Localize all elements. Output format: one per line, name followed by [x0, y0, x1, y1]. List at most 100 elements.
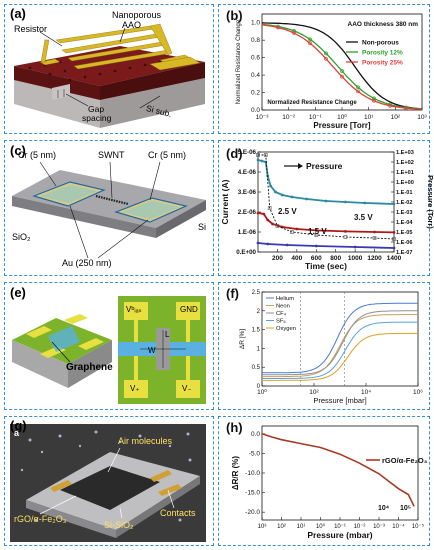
chart-d-series-1 — [257, 212, 395, 234]
chart-d-y2tick-label: 1.E-06 — [396, 240, 412, 246]
chart-d-point-2 — [266, 242, 270, 246]
chart-b-point-2 — [388, 103, 392, 108]
chart-f-series-4 — [262, 332, 418, 381]
chart-d-ytick-label: 3.E-06 — [238, 189, 257, 196]
chart-d-pressure-point — [256, 153, 260, 157]
chart-d: (d) 200 400 600 800 1000 1200 1400 0.E+00 1.E-06 2… — [220, 146, 434, 271]
chart-d-point-0 — [269, 184, 273, 188]
sio2-label: SiO₂ — [12, 232, 31, 242]
chart-h-xtick-label: 10⁰ — [316, 523, 326, 530]
length-label: L — [165, 330, 170, 339]
spacing-label: spacing — [82, 113, 112, 123]
chart-b-point-2 — [308, 41, 312, 46]
chart-b-point-2 — [372, 98, 376, 103]
chart-h-xtick-label: 10⁻¹ — [334, 524, 346, 530]
chart-f-ytick-label: 2.5 — [252, 290, 261, 296]
chart-h-xtick-label: 10⁻⁴ — [392, 523, 405, 530]
chart-b-annotation-thickness: AAO thickness 380 nm — [348, 21, 419, 28]
chart-b-xlabel: Pressure [Torr] — [313, 121, 371, 130]
chart-b-point-2 — [276, 25, 280, 30]
vminus-label: V₋ — [182, 384, 192, 393]
swnt-label: SWNT — [98, 150, 125, 160]
chart-b-legend-0: Non-porous — [362, 40, 399, 47]
chart-d-pressure-point — [372, 236, 377, 240]
chart-f-ytick-label: 0 — [257, 384, 261, 390]
chart-f-series-0 — [262, 302, 418, 374]
chart-b-series-1 — [261, 23, 423, 110]
chart-d-point-0 — [305, 197, 308, 201]
chart-d-pressure-point — [314, 233, 319, 237]
chart-d-pressure-point — [263, 153, 268, 157]
chart-d-annotation-2-5v: 2.5 V — [278, 207, 297, 216]
chart-d-ytick-label: 5.E-06 — [238, 149, 257, 156]
chart-b-legend-2: Porosity 25% — [362, 60, 403, 67]
cr-right-label: Cr (5 nm) — [148, 150, 186, 160]
si-label: Si — [198, 222, 207, 232]
chart-f-legend-2: CF₄ — [276, 311, 287, 317]
gap-label: Gap — [88, 104, 105, 114]
chart-d-xtick-label: 1000 — [348, 255, 363, 262]
chart-d-y2tick-label: 1.E-01 — [396, 190, 412, 196]
chart-f: (f) 10⁰ 10² 10⁴ 10⁶ 0 0.5 1 1.5 2 2.5 Pressure [mba… — [226, 286, 423, 405]
chart-d-point-1 — [271, 222, 274, 226]
chart-f-xtick-label: 10⁶ — [413, 389, 423, 396]
chart-d-xtick-label: 1200 — [367, 255, 382, 262]
chart-d-ytick-label: 4.E-06 — [238, 169, 257, 176]
chart-f-legend-0: Helium — [276, 296, 294, 302]
chart-d-annotation-pressure: Pressure — [306, 161, 343, 171]
chart-b-ytick-label: 0.8 — [251, 37, 260, 44]
chart-b-annotation-title: Normalized Resistance Change — [267, 100, 357, 106]
air-molecules-label: Air molecules — [118, 436, 173, 446]
chart-b-label: (b) — [226, 8, 243, 23]
chart-d-point-2 — [392, 246, 396, 250]
chart-h-ytick-label: -15.0 — [245, 490, 260, 497]
chart-d-ytick-label: 1.E-06 — [238, 229, 257, 236]
chart-d-point-1 — [266, 218, 270, 222]
chart-h-ylabel: ΔR/R (%) — [231, 456, 240, 491]
chart-b-xtick-label: 10³ — [417, 114, 427, 121]
vbias-label: Vᵇᵢₐₛ — [126, 305, 142, 314]
panel-b-frame — [218, 4, 430, 134]
graphene-label: Graphene — [66, 362, 113, 373]
chart-b-series-2 — [261, 24, 423, 110]
chart-d-y2tick-label: 1.E-05 — [396, 230, 412, 236]
chart-b-point-1 — [340, 69, 344, 73]
chart-d-point-0 — [344, 200, 347, 204]
chart-f-ytick-label: 0.5 — [252, 365, 261, 371]
chart-d-point-1 — [344, 230, 347, 233]
panel-f-frame — [218, 282, 430, 410]
panel-h-frame — [218, 416, 430, 546]
chart-b-point-1 — [308, 37, 312, 42]
cr-left-label: Cr (5 nm) — [18, 150, 56, 160]
chart-d-point-0 — [324, 199, 328, 203]
chart-d-point-1 — [314, 229, 318, 232]
chart-d-xtick-label: 1400 — [387, 255, 402, 262]
chart-d-label: (d) — [226, 146, 243, 161]
chart-b-point-2 — [340, 74, 344, 79]
chart-b-ylabel: Normalized Resistance Change — [236, 19, 242, 104]
rgo-label: rGO/α-Fe₂O₃ — [14, 514, 67, 524]
chart-d-series-pressure — [258, 154, 395, 240]
chart-b-point-1 — [372, 96, 376, 101]
chart-d-series-2 — [257, 242, 395, 249]
chart-h-xtick-label: 10² — [277, 524, 286, 530]
chart-d-point-0 — [363, 201, 367, 205]
chart-b-xtick-label: 10⁰ — [337, 113, 347, 121]
chart-d-pressure-point — [392, 237, 396, 241]
panel-a-frame — [4, 4, 214, 134]
chart-f-xtick-label: 10² — [309, 389, 319, 396]
inset-tag: a — [14, 428, 20, 438]
chart-d-ylabel2: Pressure (Torr) — [426, 175, 434, 229]
chart-d-point-2 — [256, 241, 260, 245]
panel-g-label: (g) — [10, 418, 27, 433]
chart-d-ytick-label: 0.E+00 — [236, 249, 256, 256]
panel-c-frame — [4, 140, 214, 276]
au-label: Au (250 nm) — [62, 258, 112, 268]
chart-b-ytick-label: 0.4 — [251, 72, 260, 79]
chart-d-y2tick-label: 1.E-04 — [396, 220, 413, 226]
chart-d-arrow-head — [298, 163, 303, 169]
chart-f-ytick-label: 1 — [257, 346, 261, 352]
